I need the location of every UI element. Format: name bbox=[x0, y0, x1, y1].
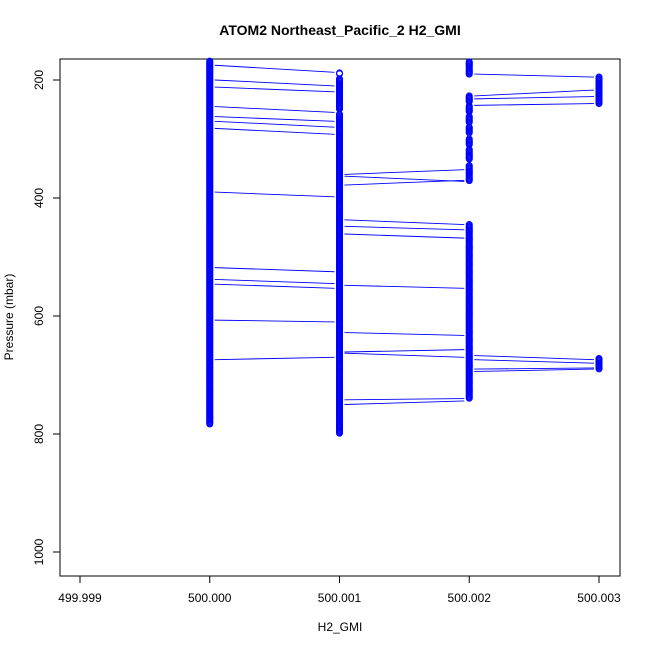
profile-segment bbox=[214, 120, 335, 128]
y-tick-label: 1000 bbox=[32, 538, 46, 565]
profile-segment bbox=[344, 219, 465, 225]
x-axis: 499.999 500.000 500.001 500.002 500.003 bbox=[58, 575, 621, 605]
x-tick-label: 500.003 bbox=[577, 591, 621, 605]
profile-segment bbox=[474, 103, 595, 106]
profile-segment bbox=[344, 233, 465, 239]
data-point bbox=[465, 394, 473, 402]
data-point bbox=[465, 177, 473, 185]
data-point bbox=[595, 365, 603, 373]
profile-segment bbox=[344, 284, 465, 289]
profile-segment bbox=[474, 73, 595, 78]
profile-segment bbox=[344, 352, 465, 358]
profile-segment bbox=[214, 267, 335, 273]
profile-segment bbox=[214, 278, 335, 284]
data-point bbox=[206, 420, 214, 428]
profile-segment bbox=[214, 86, 335, 93]
profile-segment bbox=[214, 79, 335, 87]
x-axis-label: H2_GMI bbox=[318, 620, 363, 634]
profile-segment bbox=[344, 349, 465, 353]
x-tick-label: 500.000 bbox=[188, 591, 232, 605]
x-tick-label: 500.002 bbox=[448, 591, 492, 605]
y-tick-label: 400 bbox=[32, 188, 46, 208]
profile-segment bbox=[474, 96, 595, 100]
profile-segment bbox=[214, 106, 335, 113]
profile-segment bbox=[474, 367, 595, 370]
y-tick-label: 200 bbox=[32, 70, 46, 90]
profile-segment bbox=[344, 179, 465, 186]
profile-segment bbox=[214, 191, 335, 198]
profile-segment bbox=[214, 356, 335, 361]
profile-segment bbox=[214, 116, 335, 122]
profile-segment bbox=[214, 283, 335, 289]
x-tick-label: 500.001 bbox=[318, 591, 362, 605]
profile-segment bbox=[344, 400, 465, 405]
profile-segment bbox=[344, 169, 465, 175]
profile-segment bbox=[214, 319, 335, 323]
profile-segment bbox=[474, 368, 595, 372]
plot-area bbox=[206, 57, 603, 437]
profile-segment bbox=[214, 64, 335, 73]
profile-segment bbox=[344, 175, 465, 182]
y-axis: 200 400 600 800 1000 bbox=[32, 70, 61, 565]
profile-segment bbox=[214, 127, 335, 135]
profile-segment bbox=[344, 225, 465, 231]
data-point bbox=[465, 70, 473, 78]
profile-segment bbox=[474, 89, 595, 97]
data-point bbox=[595, 99, 603, 107]
profile-segment bbox=[344, 332, 465, 336]
profile-segment bbox=[474, 359, 595, 364]
y-axis-label: Pressure (mbar) bbox=[2, 274, 16, 361]
profile-segment bbox=[474, 355, 595, 361]
x-tick-label: 499.999 bbox=[58, 591, 102, 605]
y-tick-label: 800 bbox=[32, 424, 46, 444]
data-point bbox=[336, 429, 343, 437]
chart-title: ATOM2 Northeast_Pacific_2 H2_GMI bbox=[219, 22, 460, 38]
y-tick-label: 600 bbox=[32, 306, 46, 326]
profile-segment bbox=[344, 398, 465, 401]
